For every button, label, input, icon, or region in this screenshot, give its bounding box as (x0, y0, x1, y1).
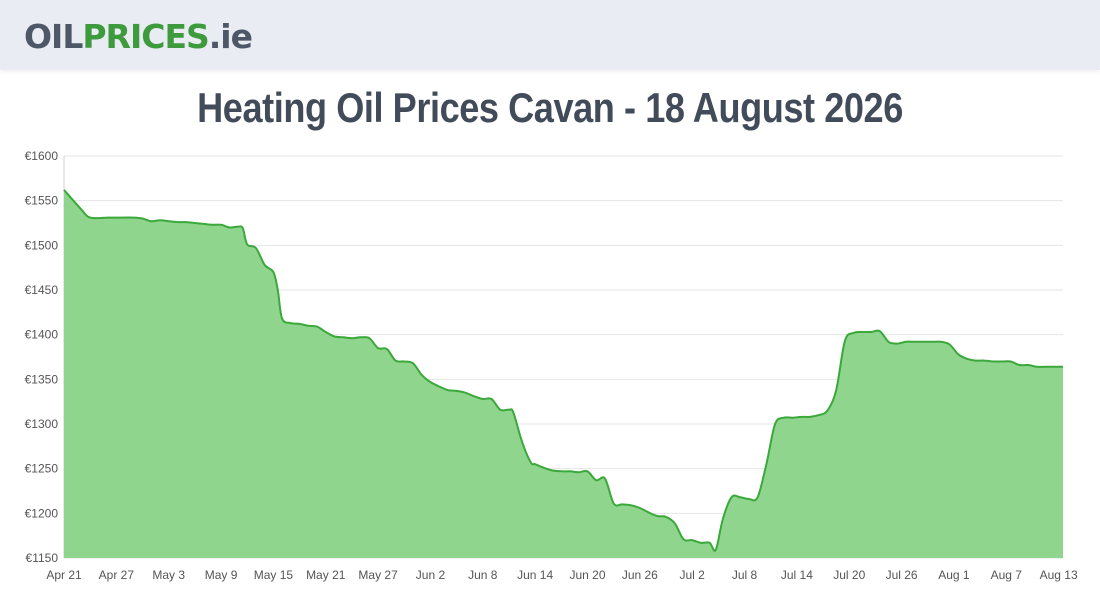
x-tick-label: Jul 2 (680, 568, 706, 582)
chart-title: Heating Oil Prices Cavan - 18 August 202… (197, 84, 903, 131)
logo-tld-text: .ie (208, 17, 253, 56)
y-tick-label: €1500 (25, 238, 59, 252)
x-tick-label: Jul 14 (781, 568, 813, 582)
price-area-fill (64, 189, 1063, 558)
x-tick-label: Jun 2 (416, 568, 446, 582)
y-tick-label: €1150 (26, 551, 59, 565)
x-tick-label: Apr 27 (99, 568, 135, 582)
x-tick-label: Jun 20 (569, 568, 605, 582)
y-tick-label: €1250 (25, 462, 59, 476)
x-tick-label: May 3 (152, 568, 185, 582)
x-tick-label: Jul 20 (833, 568, 865, 582)
logo-prices-text: PRICES (82, 17, 209, 56)
y-tick-label: €1550 (25, 194, 59, 208)
y-tick-label: €1600 (25, 149, 59, 163)
y-axis-ticks: €1150 €1200 €1250 €1300 €1350 €1400 €1450 €1500… (25, 149, 59, 565)
site-logo[interactable]: OILPRICES.ie (24, 15, 253, 59)
x-tick-label: May 15 (254, 568, 294, 582)
x-tick-label: Jul 8 (732, 568, 758, 582)
x-tick-label: Jul 26 (886, 568, 918, 582)
x-tick-label: Apr 21 (46, 568, 82, 582)
x-tick-label: Aug 13 (1040, 568, 1078, 582)
logo-oil-text: OIL (24, 17, 83, 56)
x-tick-label: Jun 14 (517, 568, 553, 582)
y-tick-label: €1400 (25, 328, 59, 342)
y-tick-label: €1450 (25, 283, 59, 297)
x-tick-label: Jun 26 (622, 568, 658, 582)
y-tick-label: €1200 (25, 506, 59, 520)
top-header-bar: OILPRICES.ie (0, 0, 1100, 70)
x-axis-ticks: Apr 21 Apr 27 May 3 May 9 May 15 May 21 May 27… (46, 568, 1078, 582)
x-tick-label: May 21 (306, 568, 346, 582)
price-series-line (63, 189, 1063, 552)
x-tick-label: May 27 (358, 568, 398, 582)
x-tick-label: Aug 7 (991, 568, 1023, 582)
y-tick-label: €1350 (25, 372, 59, 386)
y-tick-label: €1300 (25, 417, 59, 431)
x-tick-label: May 9 (205, 568, 238, 582)
x-tick-label: Jun 8 (468, 568, 498, 582)
x-tick-label: Aug 1 (938, 568, 970, 582)
